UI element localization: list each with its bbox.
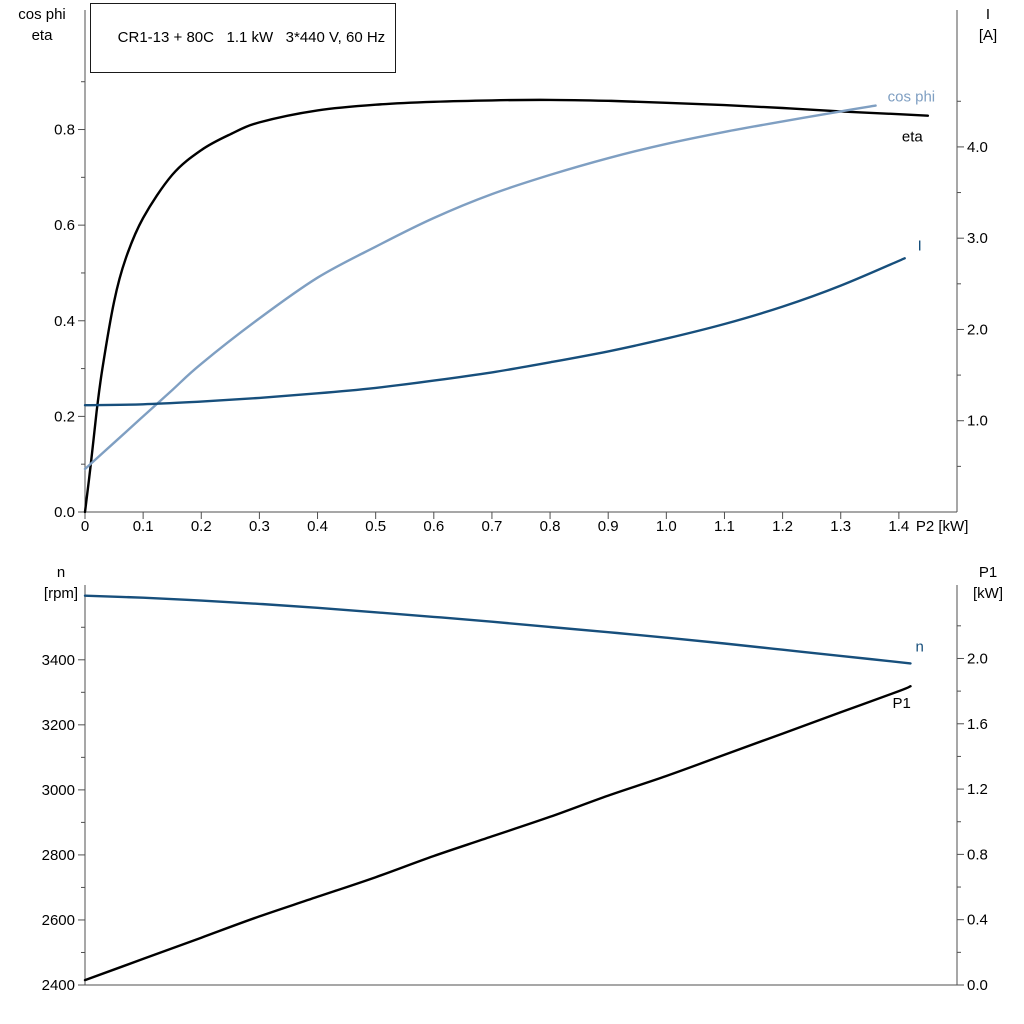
y-left-tick-label: 2800 xyxy=(42,847,75,864)
y-left-tick-label: 0.8 xyxy=(54,122,75,139)
x-tick-label: 0.5 xyxy=(365,518,386,535)
y-left-tick-label: 3200 xyxy=(42,717,75,734)
x-tick-label: 0.9 xyxy=(598,518,619,535)
x-tick-label: 0.7 xyxy=(482,518,503,535)
series-label-n: n xyxy=(915,638,923,655)
x-tick-label: 0.6 xyxy=(423,518,444,535)
y-right-axis-title-top: I [A] xyxy=(978,6,998,44)
curve-n xyxy=(83,594,912,665)
curve-cos-phi xyxy=(83,104,877,471)
y-left-tick-label: 3400 xyxy=(42,652,75,669)
y-right-tick-label: 1.2 xyxy=(967,781,988,798)
x-tick-label: 1.0 xyxy=(656,518,677,535)
x-tick-label: 0.2 xyxy=(191,518,212,535)
y-right-tick-label: 1.0 xyxy=(967,413,988,430)
y-left-tick-label: 0.6 xyxy=(54,217,75,234)
y-left-tick-label: 3000 xyxy=(42,782,75,799)
y-right-tick-label: 0.0 xyxy=(967,977,988,994)
x-tick-label: 0.1 xyxy=(133,518,154,535)
chart-top: 0 0.1 0.2 0.3 0.4 0.5 0.6 0.7 0.8 0.9 1.0 1.1 1.2 1.3… xyxy=(54,10,988,535)
y-right-axis-title-bottom: P1 [kW] xyxy=(973,564,1003,602)
x-axis-title: P2 [kW] xyxy=(916,518,969,535)
y-left-axis-title-top: cos phi eta xyxy=(18,6,66,44)
y-right-tick-label: 2.0 xyxy=(967,321,988,338)
y-right-tick-label: 2.0 xyxy=(967,650,988,667)
x-tick-label: 1.1 xyxy=(714,518,735,535)
x-tick-label: 0.4 xyxy=(307,518,328,535)
y-left-tick-label: 2400 xyxy=(42,977,75,994)
chart-title-box: CR1-13 + 80C 1.1 kW 3*440 V, 60 Hz xyxy=(90,3,397,73)
y-left-tick-label: 2600 xyxy=(42,912,75,929)
y-left-tick-label: 0.2 xyxy=(54,408,75,425)
curve-I xyxy=(83,257,906,407)
series-label-cos-phi: cos phi xyxy=(888,89,936,106)
y-left-tick-label: 0.4 xyxy=(54,313,75,330)
chart-bottom: 2400 2600 2800 3000 3200 3400 0.0 0.4 0.8 1.2 1.6 2… xyxy=(42,585,988,994)
curve-P1 xyxy=(83,685,912,982)
x-tick-label: 1.2 xyxy=(772,518,793,535)
y-right-tick-label: 0.8 xyxy=(967,846,988,863)
curve-eta xyxy=(83,98,930,514)
y-right-tick-label: 1.6 xyxy=(967,716,988,733)
y-left-tick-label: 0.0 xyxy=(54,504,75,521)
y-left-axis-title-bottom: n [rpm] xyxy=(43,564,79,602)
x-tick-label: 1.4 xyxy=(888,518,909,535)
x-tick-label: 0 xyxy=(81,518,89,535)
x-tick-label: 0.8 xyxy=(540,518,561,535)
x-tick-label: 0.3 xyxy=(249,518,270,535)
series-label-I: I xyxy=(918,237,922,254)
series-label-P1: P1 xyxy=(892,695,910,712)
chart-title: CR1-13 + 80C 1.1 kW 3*440 V, 60 Hz xyxy=(117,29,386,46)
y-right-tick-label: 4.0 xyxy=(967,139,988,156)
series-label-eta: eta xyxy=(902,129,924,146)
x-tick-label: 1.3 xyxy=(830,518,851,535)
y-right-tick-label: 3.0 xyxy=(967,230,988,247)
y-right-tick-label: 0.4 xyxy=(967,912,988,929)
